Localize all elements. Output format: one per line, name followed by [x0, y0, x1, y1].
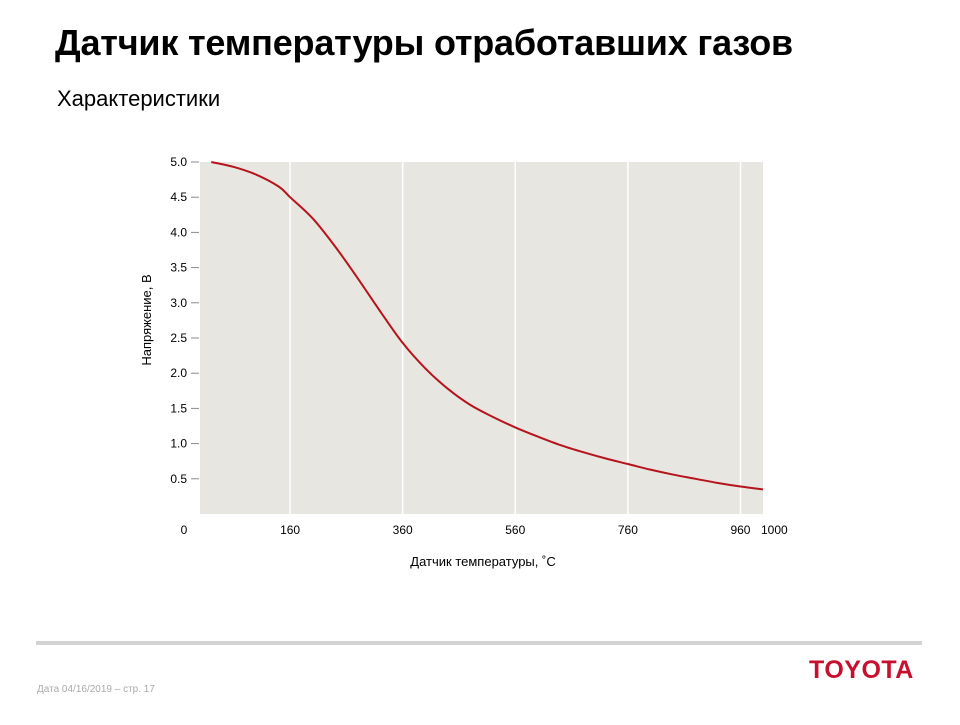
- x-tick-label: 0: [181, 523, 188, 537]
- y-tick-label: 1.5: [170, 401, 187, 415]
- y-tick-label: 4.0: [170, 225, 187, 239]
- y-tick-label: 4.5: [170, 190, 187, 204]
- slide-title: Датчик температуры отработавших газов: [55, 22, 793, 63]
- y-tick-label: 2.5: [170, 331, 187, 345]
- x-axis-label: Датчик температуры, ˚C: [410, 554, 555, 569]
- y-tick-label: 0.5: [170, 472, 187, 486]
- x-tick-label: 160: [280, 523, 300, 537]
- x-tick-label: 560: [505, 523, 525, 537]
- footer-date: Дата 04/16/2019 – стр. 17: [37, 684, 155, 695]
- voltage-curve: [211, 161, 764, 491]
- y-tick-label: 2.0: [170, 366, 187, 380]
- y-tick-label: 3.0: [170, 296, 187, 310]
- y-axis-label: Напряжение, В: [139, 274, 154, 365]
- slide-subtitle: Характеристики: [57, 86, 221, 111]
- y-tick-label: 3.5: [170, 261, 187, 275]
- axis-ticks: [191, 161, 199, 480]
- y-tick-label: 5.0: [170, 155, 187, 169]
- y-tick-label: 1.0: [170, 437, 187, 451]
- x-tick-label: 1000: [761, 523, 788, 537]
- plot-area: [200, 162, 763, 514]
- x-tick-label: 960: [730, 523, 750, 537]
- toyota-logo: TOYOTA: [809, 656, 914, 684]
- footer-divider: [36, 641, 922, 645]
- y-tick-labels: 0.5 1.0 1.5 2.0 2.5 3.0 3.5 4.0 4.5 5.0: [170, 155, 187, 486]
- x-tick-label: 760: [618, 523, 638, 537]
- x-tick-labels: 0 160 360 560 760 960 1000: [181, 523, 788, 537]
- x-tick-label: 360: [393, 523, 413, 537]
- grid-lines: [289, 162, 742, 514]
